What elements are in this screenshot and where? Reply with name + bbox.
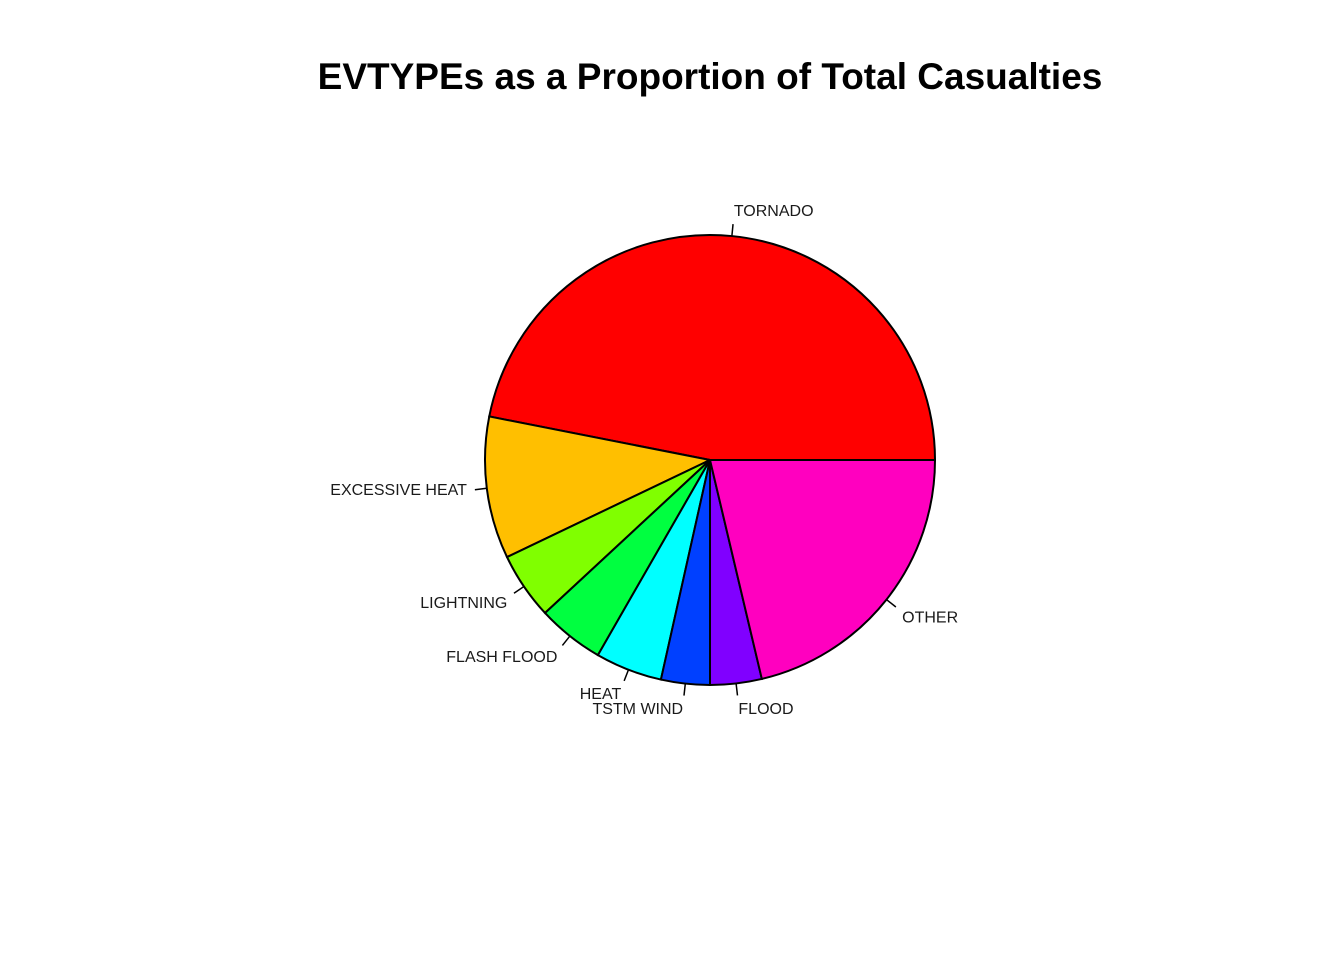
pie-label-lightning: LIGHTNING [420,595,507,612]
pie-label-other: OTHER [902,609,958,626]
pie-slice-excessive-heat [484,415,714,559]
pie-label-tornado: TORNADO [734,203,814,220]
pie-label-tstm-wind: TSTM WIND [592,701,683,718]
pie-tick-flash-flood [561,635,571,646]
pie-label-flash-flood: FLASH FLOOD [446,649,557,666]
pie-tick-heat [623,669,630,682]
pie-slice-tornado [488,234,937,461]
chart-title: EVTYPEs as a Proportion of Total Casualt… [317,56,1103,97]
pie-tick-flood [735,683,739,696]
pie-tick-excessive-heat [474,487,487,491]
pie-labels: TORNADO EXCESSIVE HEAT LIGHTNING FLASH FLOO… [330,203,958,718]
pie-slices [484,234,937,687]
pie-label-excessive-heat: EXCESSIVE HEAT [330,482,467,499]
pie-tick-lightning [513,585,525,594]
pie-tick-tstm-wind [683,683,687,696]
pie-label-flood: FLOOD [738,701,793,718]
pie-label-ticks [474,224,897,696]
pie-tick-tornado [731,224,734,237]
pie-label-heat: HEAT [580,686,622,703]
pie-slice-other [708,459,937,681]
pie-tick-other [886,598,897,608]
